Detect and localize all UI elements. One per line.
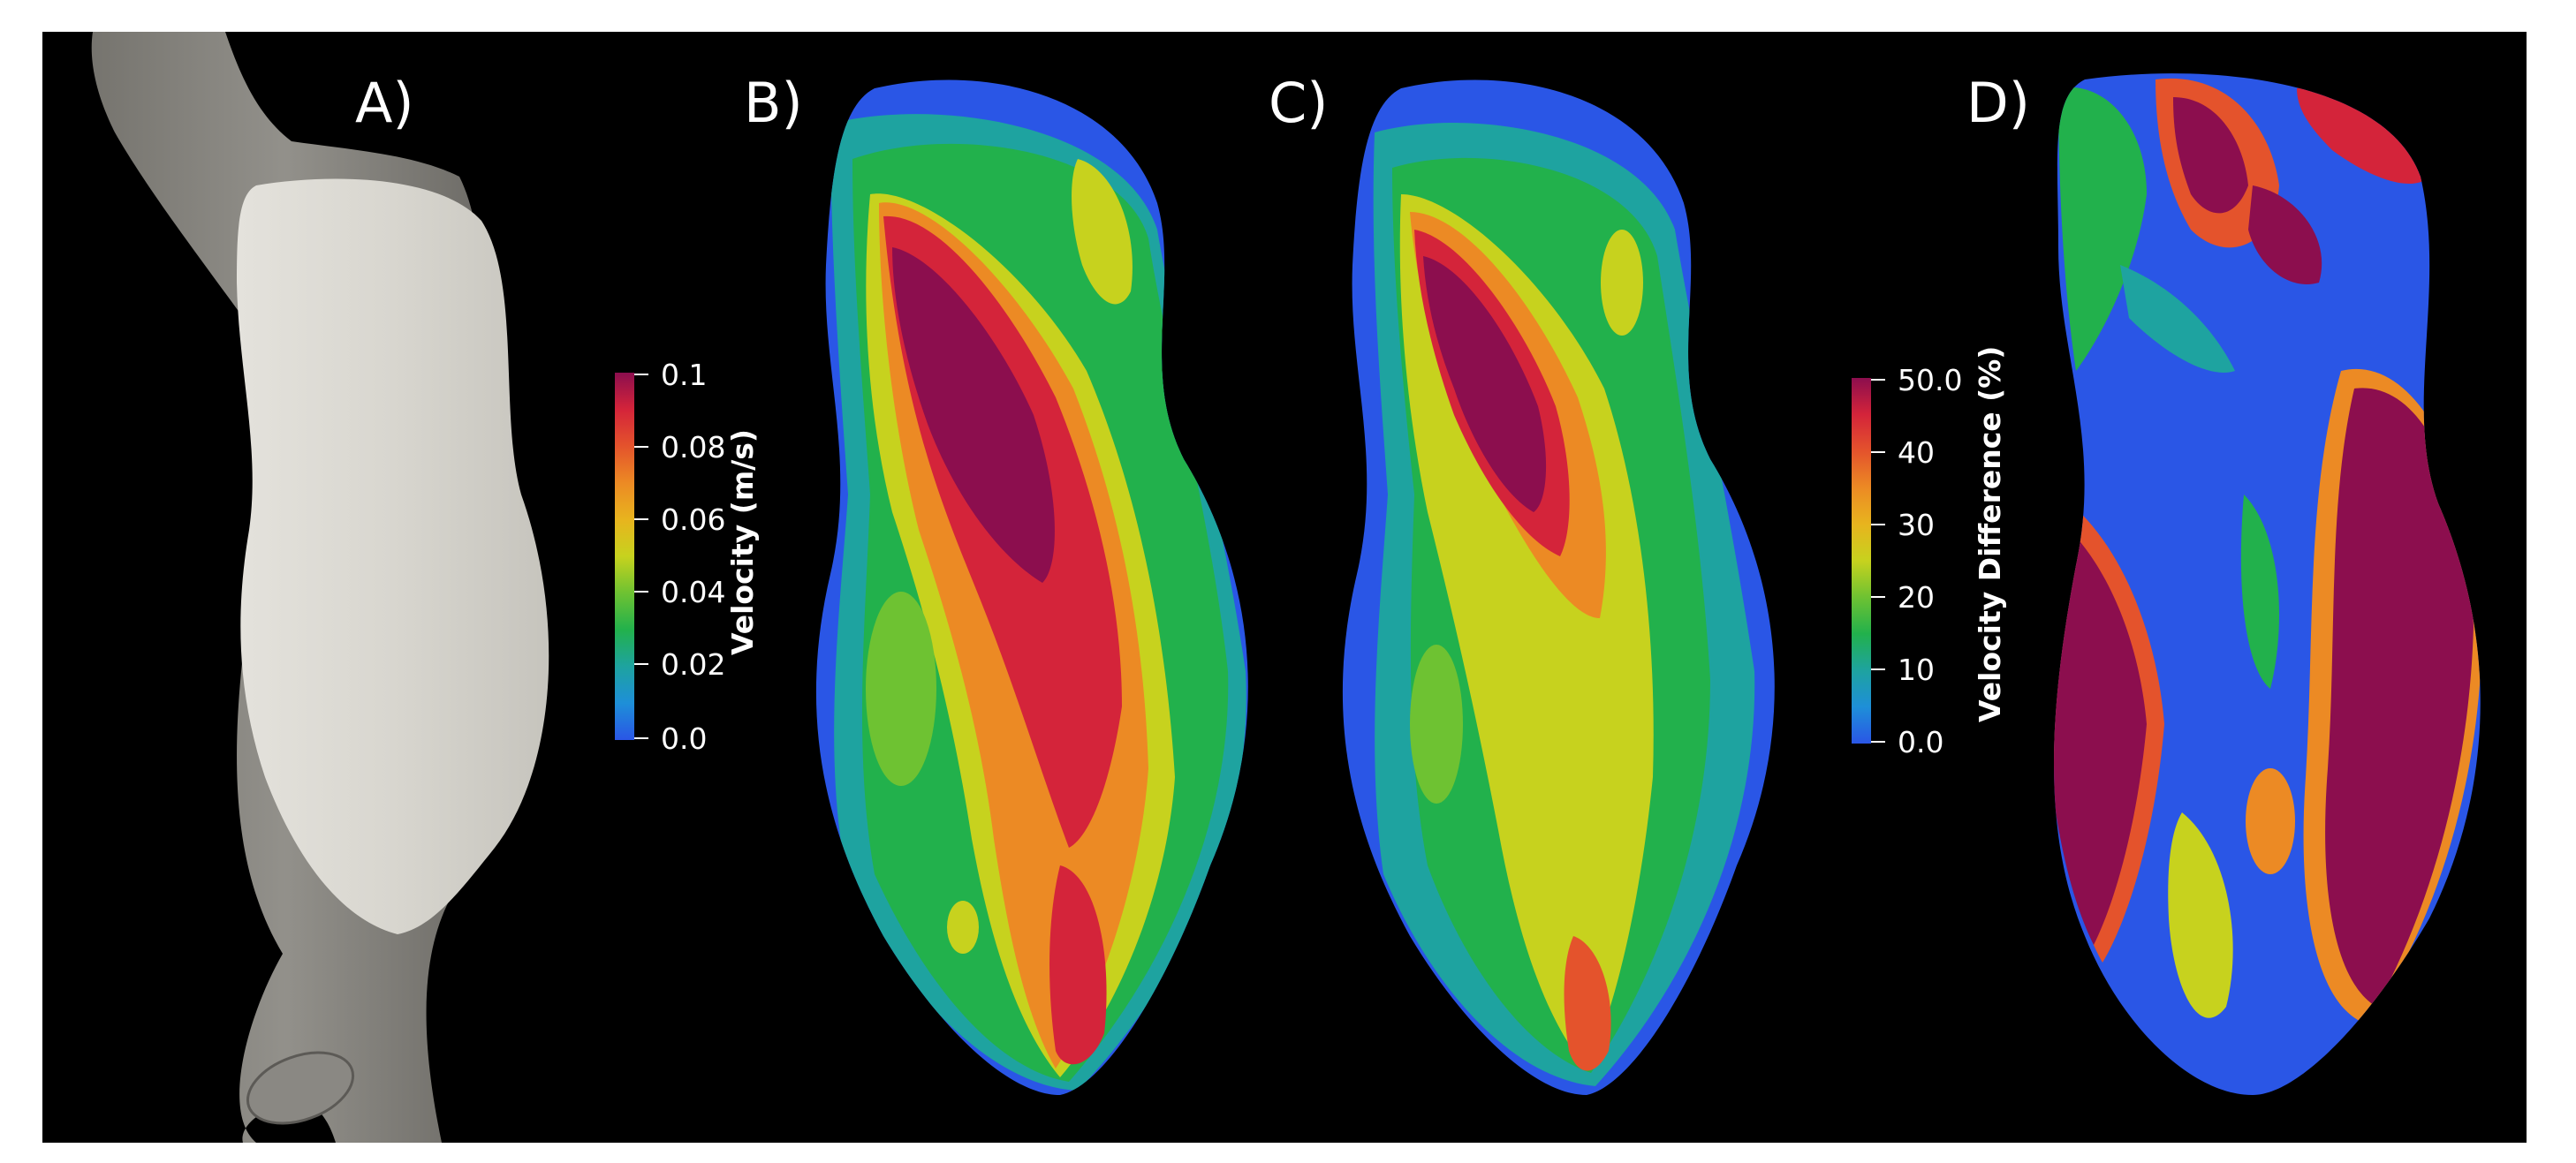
- velocity-colorbar: 0.1 0.08 0.06 0.04 0.02 0.0 Velocity (m/…: [615, 358, 760, 756]
- velocity-tick-6: 0.0: [661, 721, 707, 756]
- velocity-colorbar-gradient: [615, 373, 634, 740]
- panel-label-a: A): [355, 71, 414, 135]
- difference-tick-3: 30: [1898, 508, 1935, 542]
- velocity-tick-3: 0.06: [661, 502, 725, 537]
- vessel-outlet: [246, 1051, 355, 1125]
- difference-tick-6: 0.0: [1898, 725, 1943, 759]
- velocity-tick-5: 0.02: [661, 647, 725, 682]
- difference-tick-4: 20: [1898, 580, 1935, 615]
- velocity-tick-2: 0.08: [661, 430, 725, 464]
- panel-d-difference-map: [2054, 73, 2481, 1096]
- difference-colorbar-gradient: [1852, 378, 1871, 744]
- panel-b-velocity-map: [815, 79, 1248, 1095]
- difference-tick-2: 40: [1898, 435, 1935, 470]
- panel-c-velocity-map: [1342, 79, 1775, 1095]
- difference-colorbar: 50.0 40 30 20 10 0.0 Velocity Difference…: [1852, 346, 2007, 759]
- velocity-tick-4: 0.04: [661, 575, 725, 609]
- panel-a-geometry: [91, 32, 549, 1143]
- panel-label-d: D): [1966, 71, 2030, 135]
- aneurysm-sac: [237, 178, 549, 935]
- velocity-tick-1: 0.1: [661, 358, 707, 392]
- difference-colorbar-title: Velocity Difference (%): [1973, 346, 2007, 722]
- panel-label-c: C): [1269, 71, 1328, 135]
- difference-tick-5: 10: [1898, 653, 1935, 687]
- panel-label-b: B): [744, 71, 803, 135]
- velocity-colorbar-title: Velocity (m/s): [725, 429, 760, 655]
- difference-tick-1: 50.0: [1898, 363, 1962, 397]
